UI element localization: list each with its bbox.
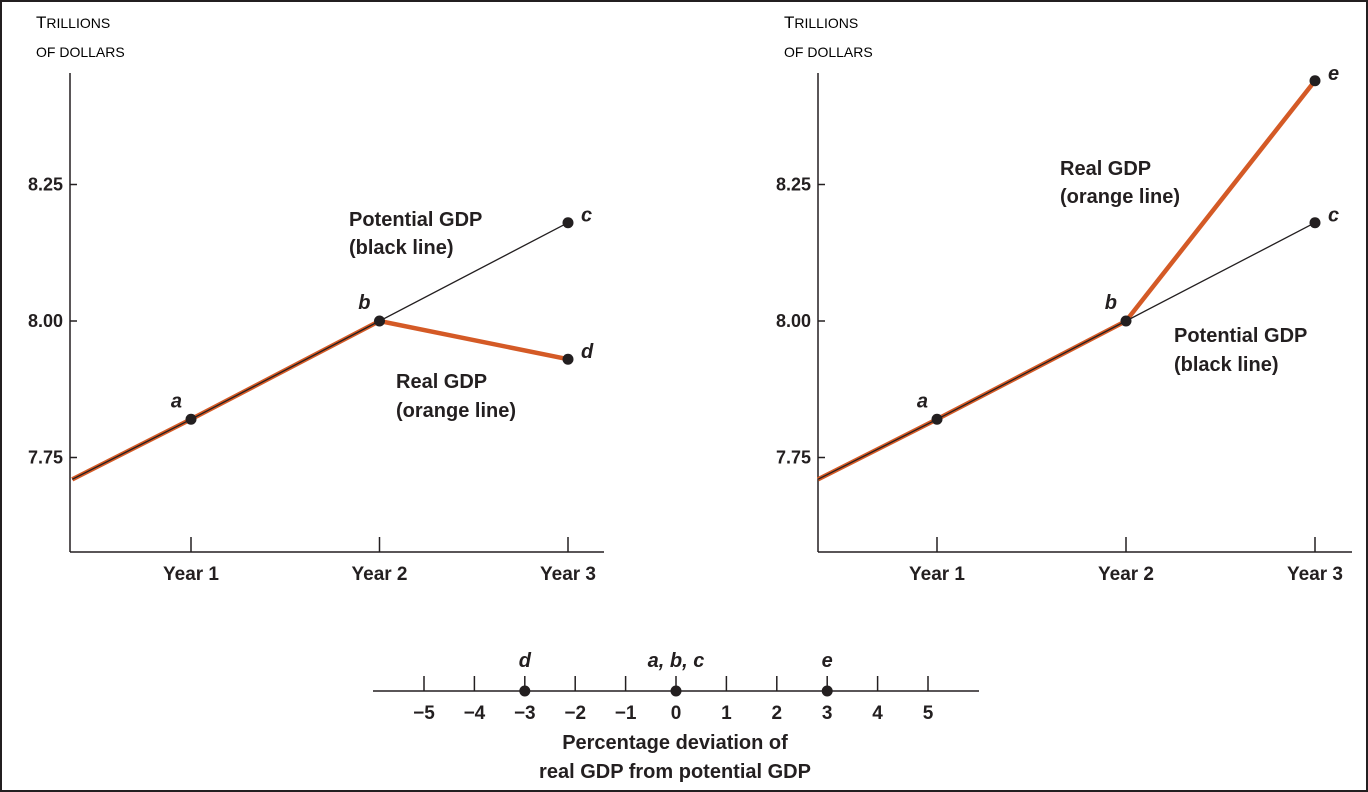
right-real-gdp-label: Real GDP (1060, 158, 1151, 180)
left-y-unit-line2: OF DOLLARS (36, 44, 125, 60)
number-line-tick-label: 4 (872, 703, 883, 724)
right-real-gdp-line (816, 79, 1317, 482)
right-real-gdp-sublabel: (orange line) (1060, 186, 1180, 208)
left-real-gdp-sublabel: (orange line) (396, 400, 516, 422)
right-x-ticks: Year 1 Year 2 Year 3 (909, 537, 1343, 585)
right-potential-gdp-sublabel: (black line) (1174, 354, 1278, 376)
right-x-tick-label: Year 2 (1098, 564, 1154, 585)
number-line-tick-label: 3 (822, 703, 833, 724)
left-x-tick-label: Year 1 (163, 564, 219, 585)
left-point-b (374, 315, 385, 327)
right-x-tick-label: Year 1 (909, 564, 965, 585)
right-y-tick-label: 8.00 (776, 311, 811, 331)
left-point-label-c: c (581, 205, 592, 227)
left-y-ticks: 8.25 8.00 7.75 (28, 175, 77, 468)
right-y-ticks: 8.25 8.00 7.75 (776, 175, 825, 468)
number-line-tick-label: −5 (413, 703, 435, 724)
left-potential-gdp-label: Potential GDP (349, 209, 482, 231)
left-point-label-a: a (171, 390, 182, 412)
left-real-gdp-label: Real GDP (396, 371, 487, 393)
number-line-point-label: e (822, 650, 833, 672)
left-point-label-d: d (581, 341, 594, 363)
right-point-label-a: a (917, 390, 928, 412)
right-point-label-b: b (1105, 292, 1117, 314)
left-x-tick-label: Year 3 (540, 564, 596, 585)
left-y-unit-initial: T (36, 13, 46, 32)
deviation-number-line: −5 −4 −3 −2 −1 0 1 2 3 4 5 d a, b, c e Percentage de… (373, 650, 979, 783)
left-points: a b c d (171, 205, 594, 425)
right-potential-gdp-label: Potential GDP (1174, 325, 1307, 347)
right-y-unit-initial: T (784, 13, 794, 32)
number-line-tick-label: 5 (923, 703, 934, 724)
left-point-d (562, 353, 574, 365)
right-series (816, 79, 1317, 482)
right-point-label-c: c (1328, 205, 1339, 227)
left-potential-gdp-line (71, 222, 569, 480)
right-y-tick-label: 7.75 (776, 448, 811, 468)
left-y-tick-label: 7.75 (28, 448, 63, 468)
number-line-point (821, 685, 833, 697)
left-y-unit-rest: RILLIONS (46, 15, 110, 31)
left-x-ticks: Year 1 Year 2 Year 3 (163, 537, 596, 585)
number-line-point-label: d (519, 650, 532, 672)
left-point-label-b: b (358, 292, 370, 314)
left-point-c (562, 217, 574, 229)
right-y-unit-line2: OF DOLLARS (784, 44, 873, 60)
number-line-point-label: a, b, c (648, 650, 705, 672)
right-potential-gdp-line (817, 222, 1316, 480)
right-y-unit-line1: TRILLIONS (784, 13, 858, 32)
right-point-a (931, 413, 943, 425)
number-line-tick-label: 2 (772, 703, 783, 724)
number-line-tick-label: 0 (671, 703, 682, 724)
number-line-tick-label: −1 (615, 703, 637, 724)
left-chart: TRILLIONS OF DOLLARS 8.25 8.00 7.75 Year 1… (28, 13, 604, 585)
right-y-tick-label: 8.25 (776, 175, 811, 195)
right-point-b (1120, 315, 1132, 327)
right-x-tick-label: Year 3 (1287, 564, 1343, 585)
right-chart: TRILLIONS OF DOLLARS 8.25 8.00 7.75 Year 1… (776, 13, 1352, 585)
left-point-a (185, 413, 197, 425)
number-line-title-line1: Percentage deviation of (562, 732, 788, 754)
right-point-c (1309, 217, 1321, 229)
number-line-points: d a, b, c e (519, 650, 833, 697)
number-line-title-line2: real GDP from potential GDP (539, 761, 811, 783)
number-line-point (670, 685, 682, 697)
number-line-ticks: −5 −4 −3 −2 −1 0 1 2 3 4 5 (413, 676, 934, 724)
right-points: a b c e (917, 63, 1339, 425)
left-y-unit-line1: TRILLIONS (36, 13, 110, 32)
number-line-point (519, 685, 531, 697)
right-y-unit-rest: RILLIONS (794, 15, 858, 31)
number-line-tick-label: 1 (721, 703, 732, 724)
number-line-tick-label: −4 (464, 703, 486, 724)
right-point-label-e: e (1328, 63, 1339, 85)
left-x-tick-label: Year 2 (352, 564, 408, 585)
right-point-e (1309, 75, 1321, 87)
left-y-tick-label: 8.00 (28, 311, 63, 331)
left-series (71, 222, 569, 482)
left-y-tick-label: 8.25 (28, 175, 63, 195)
number-line-tick-label: −3 (514, 703, 536, 724)
left-potential-gdp-sublabel: (black line) (349, 237, 453, 259)
number-line-tick-label: −2 (564, 703, 586, 724)
